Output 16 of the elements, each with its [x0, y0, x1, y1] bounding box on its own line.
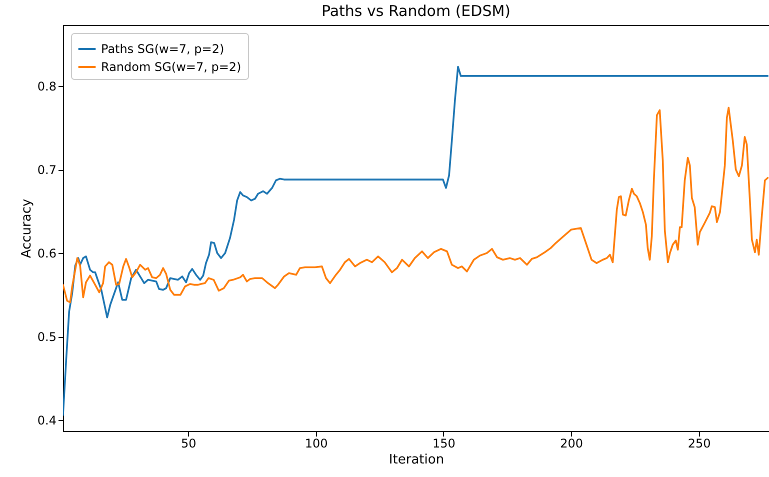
- chart-title: Paths vs Random (EDSM): [321, 2, 511, 20]
- legend-label: Paths SG(w=7, p=2): [101, 42, 224, 56]
- y-tick-label: 0.6: [37, 246, 56, 261]
- x-tick-label: 100: [304, 436, 328, 450]
- y-tick-label: 0.5: [37, 330, 56, 344]
- x-axis-title: Iteration: [388, 452, 444, 468]
- line-series: [63, 106, 769, 304]
- y-tick-label: 0.7: [37, 163, 56, 178]
- x-tick-label: 250: [688, 436, 711, 450]
- y-tick-label: 0.4: [37, 414, 56, 428]
- x-tick-label: 150: [432, 436, 456, 450]
- x-tick-label: 200: [560, 436, 584, 450]
- x-tick-label: 50: [180, 436, 196, 450]
- legend-label: Random SG(w=7, p=2): [101, 60, 242, 74]
- y-axis-title: Accuracy: [19, 198, 34, 258]
- y-tick-label: 0.8: [37, 79, 56, 94]
